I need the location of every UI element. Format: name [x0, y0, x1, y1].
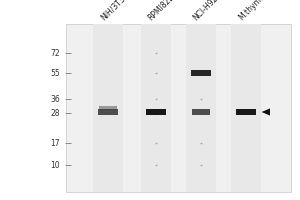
Bar — [192, 109, 210, 115]
FancyArrow shape — [262, 108, 270, 116]
Bar — [98, 109, 118, 115]
Text: 55: 55 — [50, 68, 60, 77]
Text: 28: 28 — [50, 108, 60, 117]
Bar — [231, 24, 261, 192]
Text: 36: 36 — [50, 95, 60, 104]
Bar — [66, 24, 291, 192]
Bar — [186, 24, 216, 192]
Bar — [236, 109, 256, 115]
Bar — [191, 70, 211, 76]
Bar — [93, 24, 123, 192]
Bar — [146, 109, 166, 115]
Bar — [141, 24, 171, 192]
Text: NIH/3T3: NIH/3T3 — [99, 0, 127, 22]
Text: M.thymus: M.thymus — [237, 0, 270, 22]
Text: 72: 72 — [50, 48, 60, 58]
Bar — [99, 106, 117, 110]
Text: NCI-H929: NCI-H929 — [192, 0, 224, 22]
Text: 17: 17 — [50, 138, 60, 148]
Text: 10: 10 — [50, 160, 60, 170]
Text: RPMI8226: RPMI8226 — [147, 0, 180, 22]
